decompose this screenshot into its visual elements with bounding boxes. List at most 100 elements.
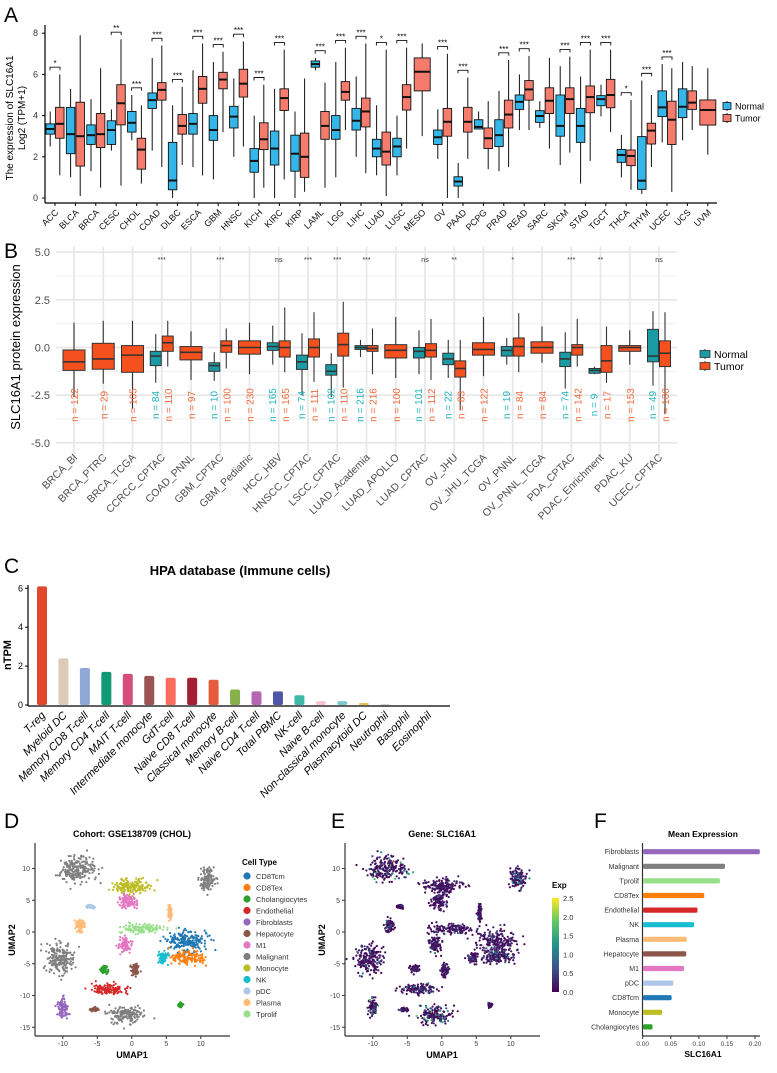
umap-point bbox=[500, 933, 503, 936]
umap-point bbox=[407, 868, 410, 871]
umap-point bbox=[432, 1013, 435, 1016]
chart-title: Gene: SLC16A1 bbox=[408, 829, 476, 839]
significance-label: *** bbox=[234, 26, 243, 35]
tumor-box bbox=[121, 345, 144, 373]
umap-point bbox=[412, 990, 415, 993]
umap-point bbox=[135, 922, 138, 926]
umap-point bbox=[119, 889, 122, 892]
umap-point bbox=[435, 885, 438, 889]
umap-point bbox=[174, 959, 177, 962]
umap-point bbox=[58, 1012, 61, 1015]
significance-label: ** bbox=[598, 257, 604, 264]
umap-point bbox=[498, 947, 501, 950]
umap-point bbox=[369, 952, 372, 955]
umap-point bbox=[184, 943, 187, 947]
umap-point bbox=[491, 936, 494, 939]
umap-point bbox=[445, 879, 448, 882]
umap-point bbox=[62, 965, 65, 968]
umap-point bbox=[138, 1007, 141, 1010]
umap-point bbox=[110, 1021, 113, 1024]
significance-label: *** bbox=[254, 69, 263, 78]
umap-point bbox=[106, 1012, 109, 1015]
umap-point bbox=[483, 949, 486, 952]
umap-point bbox=[129, 986, 132, 990]
umap-point bbox=[445, 927, 448, 931]
umap-point bbox=[68, 951, 71, 954]
umap-point bbox=[435, 933, 438, 936]
panel-letter-f: F bbox=[594, 810, 607, 833]
umap-point bbox=[401, 991, 404, 994]
significance-label: * bbox=[380, 34, 383, 43]
umap-point bbox=[97, 872, 100, 876]
x-tick-label: UCS bbox=[672, 207, 693, 228]
umap-point bbox=[452, 922, 455, 925]
umap-point bbox=[113, 1010, 116, 1013]
umap-point bbox=[405, 992, 408, 996]
panel-letter-d: D bbox=[4, 810, 19, 833]
umap-point bbox=[145, 925, 148, 928]
umap-point bbox=[384, 866, 387, 869]
umap-point bbox=[125, 886, 128, 889]
umap-point bbox=[164, 937, 167, 941]
umap-point bbox=[141, 930, 144, 933]
umap-point bbox=[440, 1014, 443, 1017]
umap-point bbox=[377, 870, 380, 873]
umap-point bbox=[94, 987, 97, 990]
tumor-box bbox=[646, 122, 657, 145]
umap-point bbox=[80, 855, 83, 859]
umap-point bbox=[121, 1016, 124, 1019]
x-tick-label: 5 bbox=[164, 1041, 168, 1048]
normal-box bbox=[637, 136, 647, 190]
umap-point bbox=[133, 887, 136, 891]
umap-point bbox=[495, 937, 498, 940]
umap-point bbox=[75, 869, 78, 872]
significance-label: *** bbox=[152, 30, 161, 39]
umap-point bbox=[49, 947, 53, 950]
umap-point bbox=[91, 871, 94, 874]
significance-label: *** bbox=[520, 41, 529, 50]
umap-point bbox=[199, 867, 203, 870]
umap-point bbox=[158, 925, 161, 928]
umap-point bbox=[423, 1017, 426, 1020]
umap-point bbox=[436, 1016, 439, 1019]
umap-point bbox=[111, 882, 114, 885]
umap-point bbox=[112, 991, 115, 994]
umap-point bbox=[201, 962, 204, 965]
significance-label: *** bbox=[397, 32, 406, 41]
umap-point bbox=[129, 1019, 132, 1023]
umap-point bbox=[443, 972, 446, 976]
umap-point bbox=[128, 889, 131, 892]
umap-point bbox=[462, 927, 465, 930]
umap-point bbox=[177, 926, 181, 929]
umap-point bbox=[429, 987, 432, 991]
umap-point bbox=[74, 966, 77, 969]
umap-point bbox=[475, 941, 478, 944]
significance-label: *** bbox=[158, 257, 166, 264]
umap-point bbox=[116, 1014, 119, 1017]
umap-point bbox=[507, 883, 510, 886]
umap-point bbox=[378, 960, 381, 963]
umap-point bbox=[127, 895, 131, 898]
normal-box bbox=[413, 347, 425, 359]
umap-point bbox=[205, 871, 208, 874]
umap-point bbox=[495, 960, 498, 963]
umap-point bbox=[368, 959, 371, 962]
significance-label: ns bbox=[655, 257, 663, 264]
umap-point bbox=[190, 954, 194, 957]
bar bbox=[58, 658, 69, 705]
umap-point bbox=[466, 926, 469, 929]
umap-point bbox=[162, 925, 165, 928]
umap-point bbox=[122, 890, 125, 893]
umap-point bbox=[397, 877, 400, 880]
umap-point bbox=[125, 940, 128, 943]
umap-point bbox=[212, 866, 215, 869]
umap-point bbox=[441, 886, 444, 889]
umap-point bbox=[504, 953, 507, 956]
umap-point bbox=[65, 970, 69, 973]
umap-point bbox=[185, 929, 188, 932]
umap-point bbox=[115, 944, 118, 947]
umap-point bbox=[476, 927, 479, 930]
umap-point bbox=[134, 880, 137, 883]
tumor-box bbox=[136, 137, 147, 170]
x-tick-label: THCA bbox=[607, 207, 631, 231]
